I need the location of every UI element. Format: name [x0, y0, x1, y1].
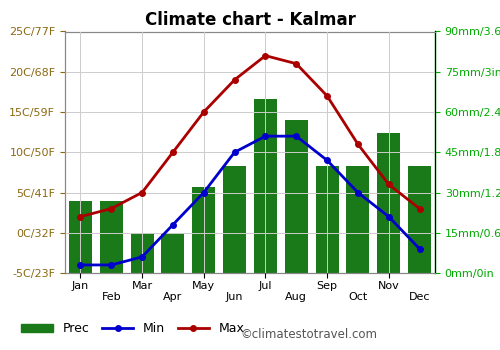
Max — [201, 110, 207, 114]
Bar — [192, 187, 216, 273]
Line: Max: Max — [78, 53, 422, 219]
Max — [78, 215, 84, 219]
Text: Jun: Jun — [226, 292, 244, 302]
Min — [355, 190, 361, 195]
Text: Feb: Feb — [102, 292, 121, 302]
Max — [416, 206, 422, 211]
Min — [78, 263, 84, 267]
Max — [139, 190, 145, 195]
Bar — [346, 166, 370, 273]
Max — [232, 78, 237, 82]
Bar — [284, 120, 308, 273]
Bar — [223, 166, 246, 273]
Bar — [162, 233, 184, 273]
Text: Oct: Oct — [348, 292, 368, 302]
Max — [324, 94, 330, 98]
Max — [108, 206, 114, 211]
Min — [108, 263, 114, 267]
Bar — [69, 201, 92, 273]
Max — [170, 150, 176, 154]
Min — [416, 247, 422, 251]
Bar — [316, 166, 338, 273]
Bar — [254, 99, 277, 273]
Title: Climate chart - Kalmar: Climate chart - Kalmar — [144, 10, 356, 29]
Min — [293, 134, 299, 138]
Text: Dec: Dec — [409, 292, 430, 302]
Bar — [377, 133, 400, 273]
Min — [324, 158, 330, 162]
Text: ©climatestotravel.com: ©climatestotravel.com — [240, 328, 377, 341]
Max — [355, 142, 361, 146]
Legend: Prec, Min, Max: Prec, Min, Max — [16, 317, 250, 340]
Min — [139, 255, 145, 259]
Min — [386, 215, 392, 219]
Text: Aug: Aug — [286, 292, 307, 302]
Min — [232, 150, 237, 154]
Line: Min: Min — [78, 133, 422, 268]
Min — [262, 134, 268, 138]
Bar — [130, 233, 154, 273]
Min — [201, 190, 207, 195]
Bar — [100, 201, 123, 273]
Text: Apr: Apr — [164, 292, 182, 302]
Bar — [408, 166, 431, 273]
Max — [262, 54, 268, 58]
Min — [170, 223, 176, 227]
Max — [386, 182, 392, 187]
Max — [293, 62, 299, 66]
